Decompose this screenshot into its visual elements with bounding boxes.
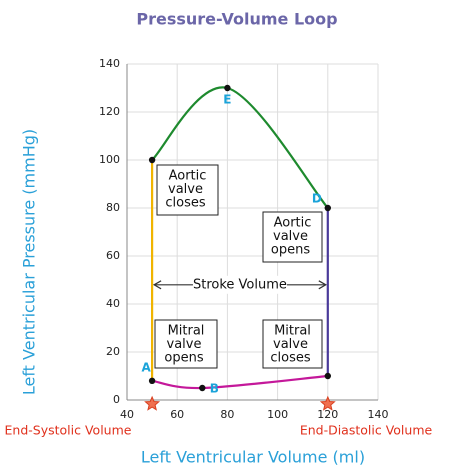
annotation-box — [156, 164, 219, 216]
x-tick-label: 100 — [267, 408, 288, 421]
point-label: D — [312, 192, 322, 206]
y-axis-label: Left Ventricular Pressure (mmHg) — [20, 129, 39, 395]
annotation-text: valve — [273, 337, 308, 352]
x-axis-label: Left Ventricular Volume (ml) — [141, 448, 365, 467]
y-tick-label: 60 — [106, 249, 120, 262]
annotation-box — [262, 211, 323, 263]
y-tick-label: 0 — [113, 393, 120, 406]
volume-label: End-Systolic Volume — [5, 423, 132, 438]
arrow-head — [318, 280, 328, 290]
label-bg — [192, 275, 287, 294]
volume-star — [319, 395, 336, 411]
annotation-text: Aortic — [169, 169, 207, 184]
annotation-text: closes — [165, 196, 205, 211]
point — [199, 384, 206, 392]
x-tick-label: 60 — [170, 408, 184, 421]
point — [324, 372, 331, 380]
annotation-text: Aortic — [274, 216, 312, 231]
annotation-text: Mitral — [168, 324, 205, 339]
y-tick-label: 40 — [106, 297, 120, 310]
x-tick-label: 80 — [220, 408, 234, 421]
loop-segment — [151, 374, 328, 390]
annotation-box — [154, 319, 218, 369]
x-tick-label: 140 — [368, 408, 389, 421]
y-tick-label: 80 — [106, 201, 120, 214]
stroke-volume-label: Stroke Volume — [193, 277, 287, 292]
annotation-box — [262, 319, 323, 369]
y-tick-label: 20 — [106, 345, 120, 358]
volume-label: End-Diastolic Volume — [300, 423, 433, 438]
point-label: A — [141, 360, 151, 374]
y-tick-label: 140 — [99, 57, 120, 70]
point — [324, 204, 331, 212]
x-tick-label: 40 — [120, 408, 134, 421]
point — [148, 377, 156, 384]
annotation-text: valve — [273, 229, 308, 244]
y-tick-label: 100 — [99, 153, 120, 166]
annotation-text: opens — [164, 351, 203, 366]
annotation-text: Mitral — [274, 324, 311, 339]
annotation-text: opens — [271, 243, 310, 258]
annotation-text: valve — [168, 182, 203, 197]
point-label: B — [210, 382, 219, 396]
y-tick-label: 120 — [99, 105, 120, 118]
chart-title: Pressure-Volume Loop — [136, 10, 337, 29]
point-label: E — [223, 93, 231, 107]
point — [224, 84, 231, 92]
x-tick-label: 120 — [317, 408, 338, 421]
arrow-head — [152, 280, 162, 290]
point — [148, 156, 156, 164]
annotation-text: valve — [167, 337, 202, 352]
annotation-text: closes — [270, 351, 310, 366]
volume-star — [144, 395, 161, 411]
